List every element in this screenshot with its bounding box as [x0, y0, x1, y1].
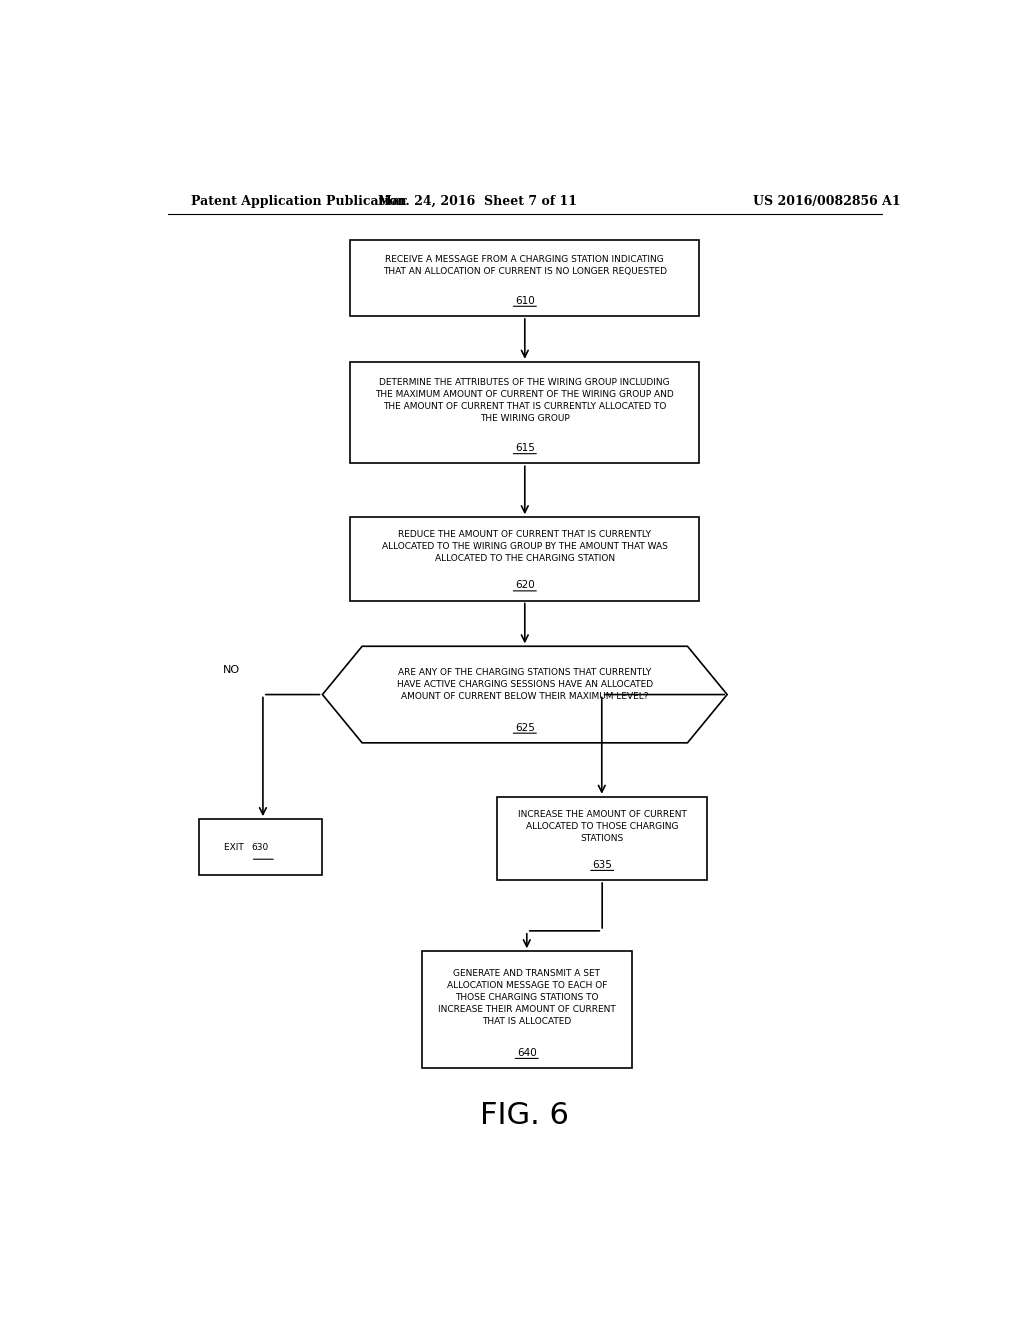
Text: RECEIVE A MESSAGE FROM A CHARGING STATION INDICATING
THAT AN ALLOCATION OF CURRE: RECEIVE A MESSAGE FROM A CHARGING STATIO… [383, 255, 667, 276]
Text: 625: 625 [515, 722, 535, 733]
Text: GENERATE AND TRANSMIT A SET
ALLOCATION MESSAGE TO EACH OF
THOSE CHARGING STATION: GENERATE AND TRANSMIT A SET ALLOCATION M… [438, 969, 615, 1026]
FancyBboxPatch shape [350, 362, 699, 463]
FancyBboxPatch shape [422, 952, 632, 1068]
Text: 620: 620 [515, 581, 535, 590]
FancyBboxPatch shape [350, 517, 699, 601]
FancyBboxPatch shape [497, 797, 708, 880]
Text: INCREASE THE AMOUNT OF CURRENT
ALLOCATED TO THOSE CHARGING
STATIONS: INCREASE THE AMOUNT OF CURRENT ALLOCATED… [518, 809, 687, 843]
Text: FIG. 6: FIG. 6 [480, 1101, 569, 1130]
Text: REDUCE THE AMOUNT OF CURRENT THAT IS CURRENTLY
ALLOCATED TO THE WIRING GROUP BY : REDUCE THE AMOUNT OF CURRENT THAT IS CUR… [382, 531, 668, 564]
Text: 630: 630 [252, 842, 268, 851]
Text: 610: 610 [515, 296, 535, 306]
FancyBboxPatch shape [200, 818, 323, 875]
Polygon shape [323, 647, 727, 743]
Text: 615: 615 [515, 444, 535, 453]
Text: NO: NO [222, 665, 240, 675]
Text: Mar. 24, 2016  Sheet 7 of 11: Mar. 24, 2016 Sheet 7 of 11 [378, 194, 577, 207]
Text: 635: 635 [592, 859, 612, 870]
Text: US 2016/0082856 A1: US 2016/0082856 A1 [753, 194, 900, 207]
Text: DETERMINE THE ATTRIBUTES OF THE WIRING GROUP INCLUDING
THE MAXIMUM AMOUNT OF CUR: DETERMINE THE ATTRIBUTES OF THE WIRING G… [376, 378, 674, 422]
Text: Patent Application Publication: Patent Application Publication [191, 194, 407, 207]
Text: ARE ANY OF THE CHARGING STATIONS THAT CURRENTLY
HAVE ACTIVE CHARGING SESSIONS HA: ARE ANY OF THE CHARGING STATIONS THAT CU… [396, 668, 653, 701]
FancyBboxPatch shape [350, 240, 699, 315]
Text: 640: 640 [517, 1048, 537, 1057]
Text: EXIT: EXIT [224, 842, 247, 851]
